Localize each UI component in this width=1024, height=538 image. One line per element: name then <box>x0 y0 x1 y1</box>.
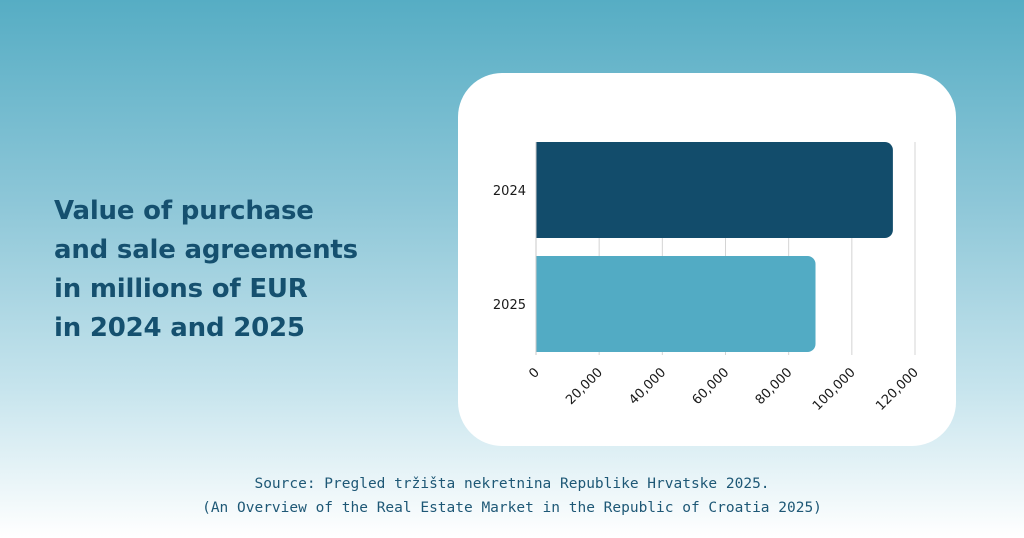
title-line-1: Value of purchase <box>54 196 314 226</box>
source-line-1: Source: Pregled tržišta nekretnina Repub… <box>254 476 770 492</box>
source-note: Source: Pregled tržišta nekretnina Repub… <box>0 472 1024 520</box>
chart-card: 2024 2025 0 20,000 40,000 60,000 80,000 100,000… <box>458 73 956 446</box>
tick-label-1: 20,000 <box>563 365 606 408</box>
tick-label-6: 120,000 <box>873 365 922 414</box>
tick-label-0: 0 <box>526 365 542 381</box>
tick-label-4: 80,000 <box>753 365 796 408</box>
source-line-2: (An Overview of the Real Estate Market i… <box>202 500 822 516</box>
category-label-2025: 2025 <box>493 298 526 313</box>
bar-2025 <box>536 256 816 352</box>
tick-label-5: 100,000 <box>810 365 859 414</box>
title-line-4: in 2024 and 2025 <box>54 313 305 343</box>
tick-label-2: 40,000 <box>626 365 669 408</box>
bar-chart: 2024 2025 0 20,000 40,000 60,000 80,000 100,000… <box>493 142 922 414</box>
tick-label-3: 60,000 <box>690 365 733 408</box>
title-line-2: and sale agreements <box>54 235 358 265</box>
bar-2024 <box>536 142 893 238</box>
category-label-2024: 2024 <box>493 184 526 199</box>
chart-title: Value of purchase and sale agreements in… <box>54 192 434 348</box>
title-line-3: in millions of EUR <box>54 274 308 304</box>
